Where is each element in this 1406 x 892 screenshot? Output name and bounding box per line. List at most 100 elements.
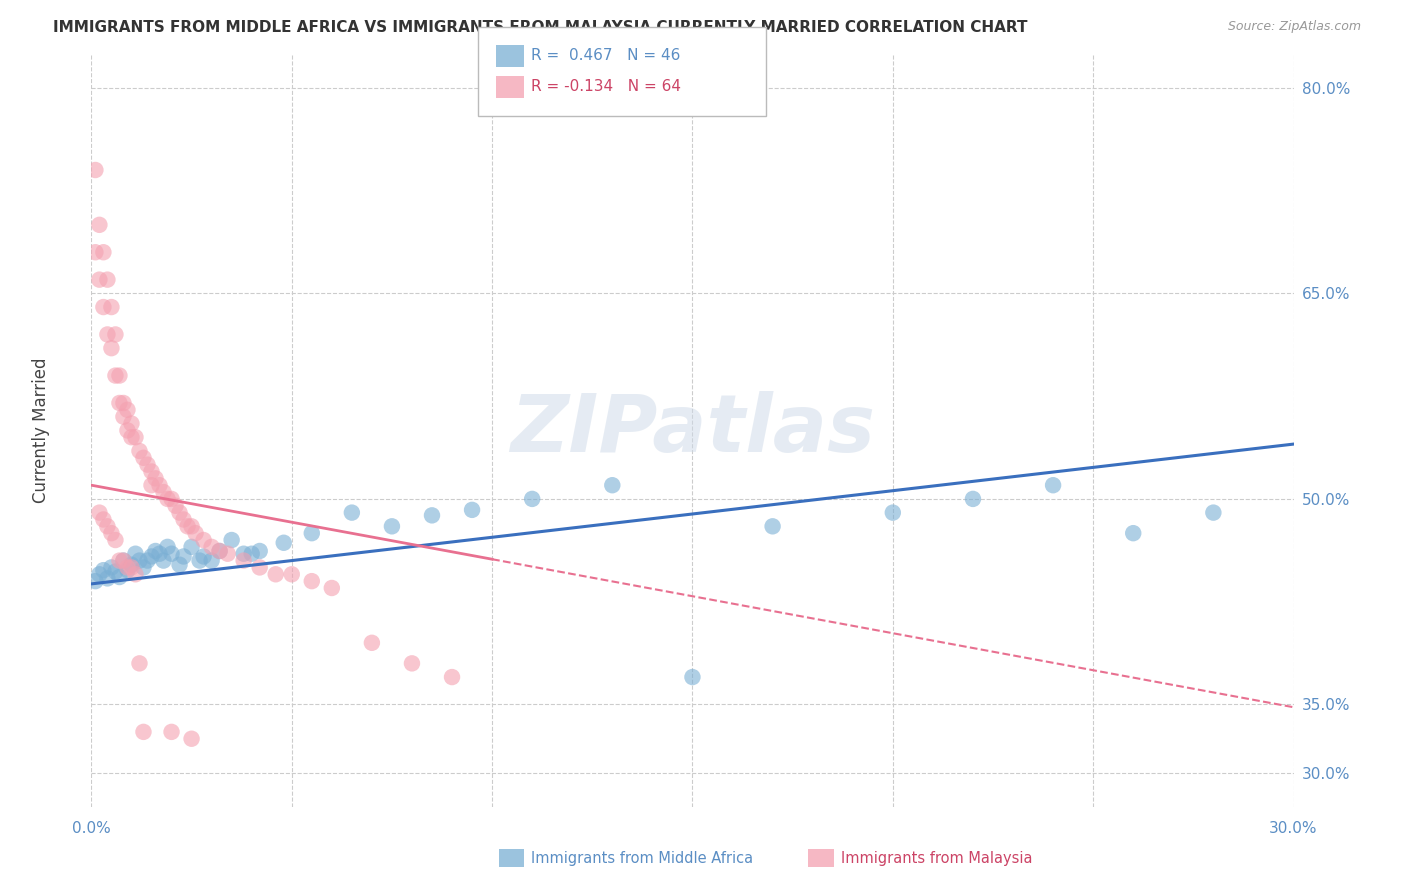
Point [180,519,202,533]
Point [136,458,159,472]
Point [221,533,243,547]
Point [128,657,150,671]
Point [104,565,127,579]
Point [108,396,131,410]
Point [173,512,195,526]
Point [96,571,118,585]
Text: R = -0.134   N = 64: R = -0.134 N = 64 [531,79,682,95]
Point [169,506,191,520]
Point [1122,526,1144,541]
Point [188,553,211,567]
Point [381,519,404,533]
Point [249,544,271,558]
Point [145,471,167,485]
Point [117,560,139,574]
Point [84,245,107,260]
Text: Currently Married: Currently Married [32,358,49,503]
Point [132,450,155,465]
Point [180,731,202,746]
Point [165,499,187,513]
Point [152,553,174,567]
Point [160,491,183,506]
Point [132,560,155,574]
Point [108,570,131,584]
Point [522,491,544,506]
Point [156,540,179,554]
Point [882,506,904,520]
Point [201,540,224,554]
Point [273,535,295,549]
Point [104,533,127,547]
Point [84,163,107,178]
Text: Source: ZipAtlas.com: Source: ZipAtlas.com [1227,20,1361,33]
Point [1042,478,1064,492]
Point [240,547,263,561]
Point [128,444,150,458]
Point [184,526,207,541]
Point [148,547,170,561]
Point [96,327,118,342]
Text: Immigrants from Malaysia: Immigrants from Malaysia [841,851,1032,865]
Point [124,547,146,561]
Point [112,409,135,424]
Point [201,553,224,567]
Point [141,478,163,492]
Point [762,519,785,533]
Point [93,245,115,260]
Point [89,567,111,582]
Point [89,506,111,520]
Point [156,491,179,506]
Point [160,547,183,561]
Point [100,560,122,574]
Point [112,553,135,567]
Point [249,560,271,574]
Point [217,547,239,561]
Point [112,553,135,567]
Point [100,526,122,541]
Point [121,560,143,574]
Point [440,670,463,684]
Point [301,526,323,541]
Point [401,657,423,671]
Point [104,368,127,383]
Point [176,519,198,533]
Point [93,512,115,526]
Point [152,485,174,500]
Point [89,218,111,232]
Point [108,368,131,383]
Point [121,417,143,431]
Point [160,724,183,739]
Point [117,424,139,438]
Point [132,724,155,739]
Point [420,508,443,523]
Point [193,549,215,564]
Point [141,465,163,479]
Point [104,327,127,342]
Point [962,491,984,506]
Point [124,567,146,582]
Point [136,553,159,567]
Text: IMMIGRANTS FROM MIDDLE AFRICA VS IMMIGRANTS FROM MALAYSIA CURRENTLY MARRIED CORR: IMMIGRANTS FROM MIDDLE AFRICA VS IMMIGRA… [53,20,1028,35]
Point [301,574,323,589]
Point [321,581,343,595]
Point [232,553,254,567]
Point [148,478,170,492]
Point [128,553,150,567]
Point [180,540,202,554]
Text: ZIPatlas: ZIPatlas [510,392,875,469]
Point [281,567,304,582]
Point [169,558,191,572]
Point [121,558,143,572]
Point [340,506,363,520]
Point [141,549,163,564]
Point [100,300,122,314]
Point [602,478,624,492]
Point [93,300,115,314]
Point [117,563,139,577]
Point [121,430,143,444]
Point [681,670,703,684]
Text: 0.0%: 0.0% [72,821,111,836]
Point [208,544,231,558]
Text: 30.0%: 30.0% [1270,821,1317,836]
Text: R =  0.467   N = 46: R = 0.467 N = 46 [531,48,681,63]
